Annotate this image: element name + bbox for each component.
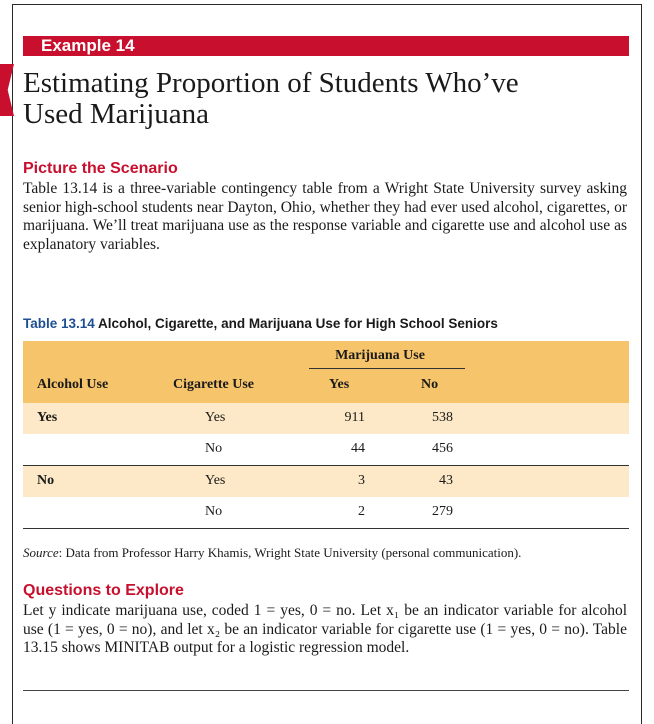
table-row: No 44 456 — [23, 434, 629, 465]
cell-marijuana-yes: 2 — [358, 504, 365, 519]
cell-cigarette: Yes — [205, 473, 226, 488]
table-caption-text: Alcohol, Cigarette, and Marijuana Use fo… — [98, 316, 498, 331]
col-header-cigarette: Cigarette Use — [173, 377, 254, 392]
cell-marijuana-no: 456 — [432, 441, 453, 456]
page-cut-rule — [23, 690, 629, 691]
scenario-text: Table 13.14 is a three-variable continge… — [23, 180, 627, 253]
example-title: Estimating Proportion of Students Who’ve… — [23, 68, 623, 130]
table-bottom-rule — [23, 528, 629, 529]
cell-marijuana-yes: 911 — [344, 410, 365, 425]
col-header-yes: Yes — [329, 377, 350, 392]
cell-cigarette: No — [205, 504, 223, 519]
source-text: : Data from Professor Harry Khamis, Wrig… — [58, 545, 522, 560]
cell-marijuana-no: 279 — [432, 504, 453, 519]
table-row: Yes Yes 911 538 — [23, 403, 629, 434]
table-row: No Yes 3 43 — [23, 466, 629, 497]
source-label: Source — [23, 545, 59, 560]
cell-marijuana-yes: 44 — [351, 441, 365, 456]
cell-marijuana-yes: 3 — [358, 473, 365, 488]
col-header-no: No — [421, 377, 439, 392]
questions-text: Let y indicate marijuana use, coded 1 = … — [23, 602, 627, 656]
cell-cigarette: No — [205, 441, 223, 456]
table-number: Table 13.14 — [23, 316, 95, 331]
col-header-alcohol: Alcohol Use — [37, 377, 109, 392]
group-divider — [23, 465, 629, 466]
cell-alcohol: No — [37, 473, 55, 488]
example-banner: Example 14 — [23, 36, 629, 56]
group-header-rule — [309, 368, 465, 369]
table-header: Marijuana Use Alcohol Use Cigarette Use … — [23, 341, 629, 403]
cell-marijuana-no: 43 — [439, 473, 453, 488]
questions-heading: Questions to Explore — [23, 582, 184, 599]
title-line-1: Estimating Proportion of Students Who’ve — [23, 67, 519, 99]
title-line-2: Used Marijuana — [23, 98, 210, 130]
cell-marijuana-no: 538 — [432, 410, 453, 425]
table-caption: Table 13.14 Alcohol, Cigarette, and Mari… — [23, 316, 633, 331]
chevron-marker-icon — [0, 64, 14, 116]
table-source: Source: Data from Professor Harry Khamis… — [23, 545, 521, 561]
page-frame — [12, 4, 642, 724]
cell-alcohol: Yes — [37, 410, 58, 425]
marijuana-use-header: Marijuana Use — [335, 348, 425, 363]
table-row: No 2 279 — [23, 497, 629, 528]
cell-cigarette: Yes — [205, 410, 226, 425]
scenario-heading: Picture the Scenario — [23, 160, 178, 177]
contingency-table: Marijuana Use Alcohol Use Cigarette Use … — [23, 341, 629, 529]
